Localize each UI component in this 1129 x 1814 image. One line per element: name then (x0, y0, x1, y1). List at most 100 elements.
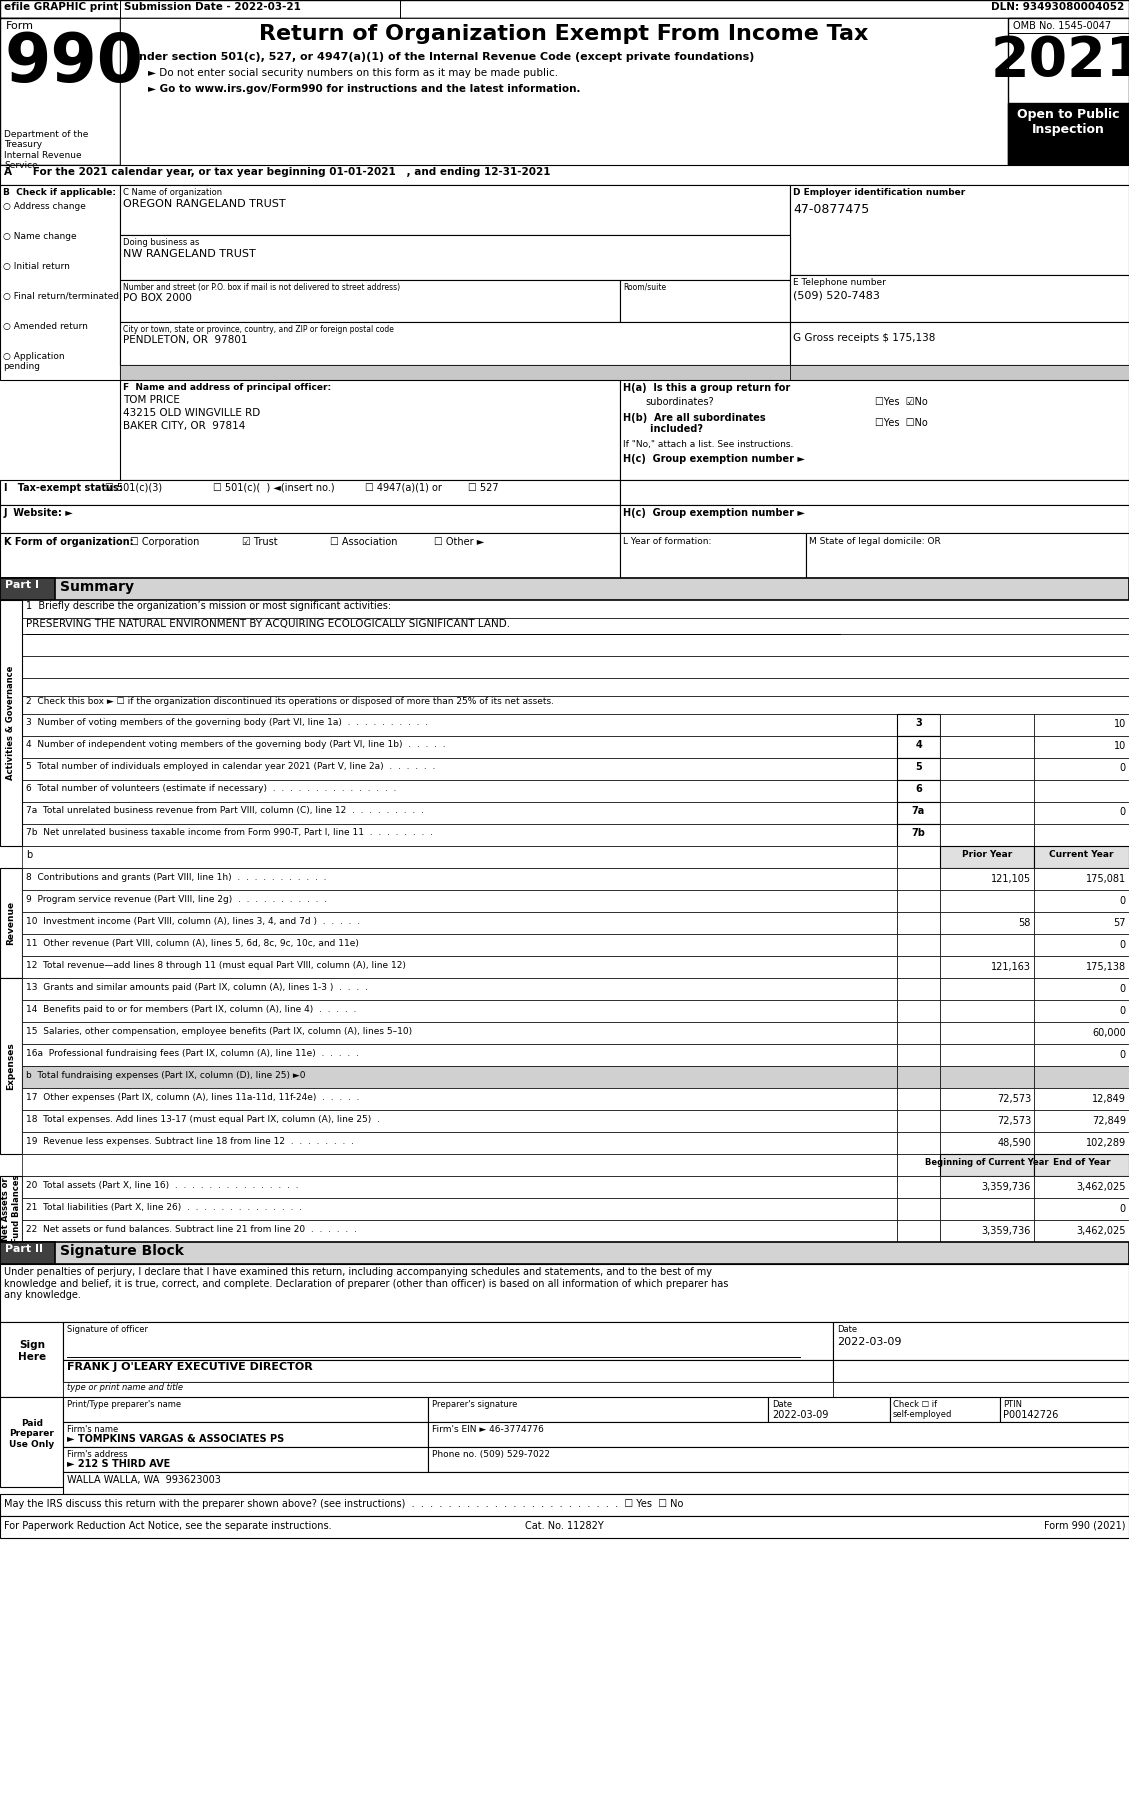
Bar (21, 657, 1129, 678)
Bar (898, 1197, 940, 1221)
Bar (940, 1175, 1034, 1197)
Text: Part II: Part II (5, 1244, 43, 1253)
Bar (0, 579, 55, 600)
Text: WALLA WALLA, WA  993623003: WALLA WALLA, WA 993623003 (67, 1475, 221, 1486)
Bar (1034, 1021, 1129, 1045)
Bar (0, 1495, 1129, 1517)
Text: 7b: 7b (911, 827, 926, 838)
Text: Date: Date (837, 1324, 857, 1333)
Bar (898, 1000, 940, 1021)
Text: If "No," attach a list. See instructions.: If "No," attach a list. See instructions… (623, 441, 794, 450)
Bar (120, 18, 1008, 165)
Text: ○ Initial return: ○ Initial return (3, 261, 70, 270)
Text: Expenses: Expenses (7, 1041, 16, 1090)
Bar (898, 1088, 940, 1110)
Text: ☑ 501(c)(3): ☑ 501(c)(3) (105, 483, 163, 493)
Text: (509) 520-7483: (509) 520-7483 (793, 290, 879, 299)
Text: ► Do not enter social security numbers on this form as it may be made public.: ► Do not enter social security numbers o… (148, 67, 558, 78)
Bar (898, 802, 940, 824)
Text: ☐ Corporation: ☐ Corporation (130, 537, 200, 548)
Bar (940, 715, 1034, 736)
Bar (120, 185, 790, 236)
Text: PO BOX 2000: PO BOX 2000 (123, 294, 192, 303)
Bar (0, 18, 1129, 165)
Text: 47-0877475: 47-0877475 (793, 203, 869, 216)
Bar (21, 934, 898, 956)
Bar (120, 323, 790, 365)
Bar (898, 1221, 940, 1243)
Text: 15  Salaries, other compensation, employee benefits (Part IX, column (A), lines : 15 Salaries, other compensation, employe… (26, 1027, 412, 1036)
Bar (898, 978, 940, 1000)
Bar (940, 802, 1034, 824)
Bar (620, 279, 790, 323)
Bar (898, 1067, 940, 1088)
Bar (0, 579, 1129, 600)
Bar (63, 1382, 833, 1397)
Bar (898, 1045, 940, 1067)
Bar (898, 1154, 940, 1175)
Text: 3: 3 (916, 718, 922, 727)
Text: TOM PRICE: TOM PRICE (123, 395, 180, 405)
Bar (1034, 956, 1129, 978)
Bar (0, 978, 21, 1154)
Text: Phone no. (509) 529-7022: Phone no. (509) 529-7022 (432, 1449, 550, 1458)
Text: 14  Benefits paid to or for members (Part IX, column (A), line 4)  .  .  .  .  .: 14 Benefits paid to or for members (Part… (26, 1005, 357, 1014)
Bar (0, 165, 1129, 185)
Text: Paid
Preparer
Use Only: Paid Preparer Use Only (9, 1419, 54, 1449)
Bar (21, 600, 1129, 619)
Text: 9  Program service revenue (Part VIII, line 2g)  .  .  .  .  .  .  .  .  .  .  .: 9 Program service revenue (Part VIII, li… (26, 894, 327, 903)
Text: FRANK J O'LEARY EXECUTIVE DIRECTOR: FRANK J O'LEARY EXECUTIVE DIRECTOR (67, 1362, 313, 1371)
Bar (1034, 1088, 1129, 1110)
Bar (1034, 934, 1129, 956)
Text: E Telephone number: E Telephone number (793, 278, 886, 287)
Bar (1034, 912, 1129, 934)
Text: 121,163: 121,163 (991, 961, 1031, 972)
Text: Prior Year: Prior Year (962, 851, 1012, 860)
Text: DLN: 93493080004052: DLN: 93493080004052 (991, 2, 1124, 13)
Text: OMB No. 1545-0047: OMB No. 1545-0047 (1013, 22, 1111, 31)
Text: type or print name and title: type or print name and title (67, 1382, 183, 1391)
Text: ☐Yes  ☐No: ☐Yes ☐No (875, 417, 928, 428)
Bar (21, 845, 898, 869)
Text: ○ Name change: ○ Name change (3, 232, 77, 241)
Bar (0, 1397, 63, 1487)
Bar (1034, 824, 1129, 845)
Bar (898, 845, 940, 869)
Bar (1034, 891, 1129, 912)
Bar (1034, 978, 1129, 1000)
Bar (0, 869, 21, 978)
Bar (1034, 780, 1129, 802)
Text: 72,573: 72,573 (997, 1094, 1031, 1105)
Bar (120, 379, 620, 481)
Text: 0: 0 (1120, 1007, 1126, 1016)
Bar (0, 1175, 21, 1243)
Bar (898, 1132, 940, 1154)
Text: 0: 0 (1120, 1204, 1126, 1214)
Text: Return of Organization Exempt From Income Tax: Return of Organization Exempt From Incom… (260, 24, 868, 44)
Text: Sign
Here: Sign Here (18, 1341, 46, 1362)
Text: ○ Amended return: ○ Amended return (3, 323, 88, 330)
Bar (21, 824, 898, 845)
Text: Department of the
Treasury
Internal Revenue
Service: Department of the Treasury Internal Reve… (5, 131, 88, 171)
Bar (620, 533, 806, 579)
Text: Form: Form (6, 22, 34, 31)
Text: P00142726: P00142726 (1003, 1409, 1058, 1420)
Bar (63, 1448, 428, 1471)
Bar (21, 635, 1129, 657)
Bar (898, 715, 940, 736)
Bar (0, 1243, 55, 1264)
Text: b  Total fundraising expenses (Part IX, column (D), line 25) ►0: b Total fundraising expenses (Part IX, c… (26, 1070, 306, 1079)
Text: ☐ Other ►: ☐ Other ► (434, 537, 484, 548)
Bar (1034, 1132, 1129, 1154)
Text: Activities & Governance: Activities & Governance (7, 666, 16, 780)
Bar (21, 678, 1129, 697)
Text: ☐ 4947(a)(1) or: ☐ 4947(a)(1) or (365, 483, 441, 493)
Text: Check ☐ if
self-employed: Check ☐ if self-employed (893, 1400, 953, 1419)
Text: ☐ 501(c)(  ) ◄(insert no.): ☐ 501(c)( ) ◄(insert no.) (213, 483, 334, 493)
Text: 57: 57 (1113, 918, 1126, 929)
Bar (1008, 18, 1129, 165)
Text: 3,359,736: 3,359,736 (981, 1183, 1031, 1192)
Text: 175,138: 175,138 (1086, 961, 1126, 972)
Bar (940, 912, 1034, 934)
Bar (940, 869, 1034, 891)
